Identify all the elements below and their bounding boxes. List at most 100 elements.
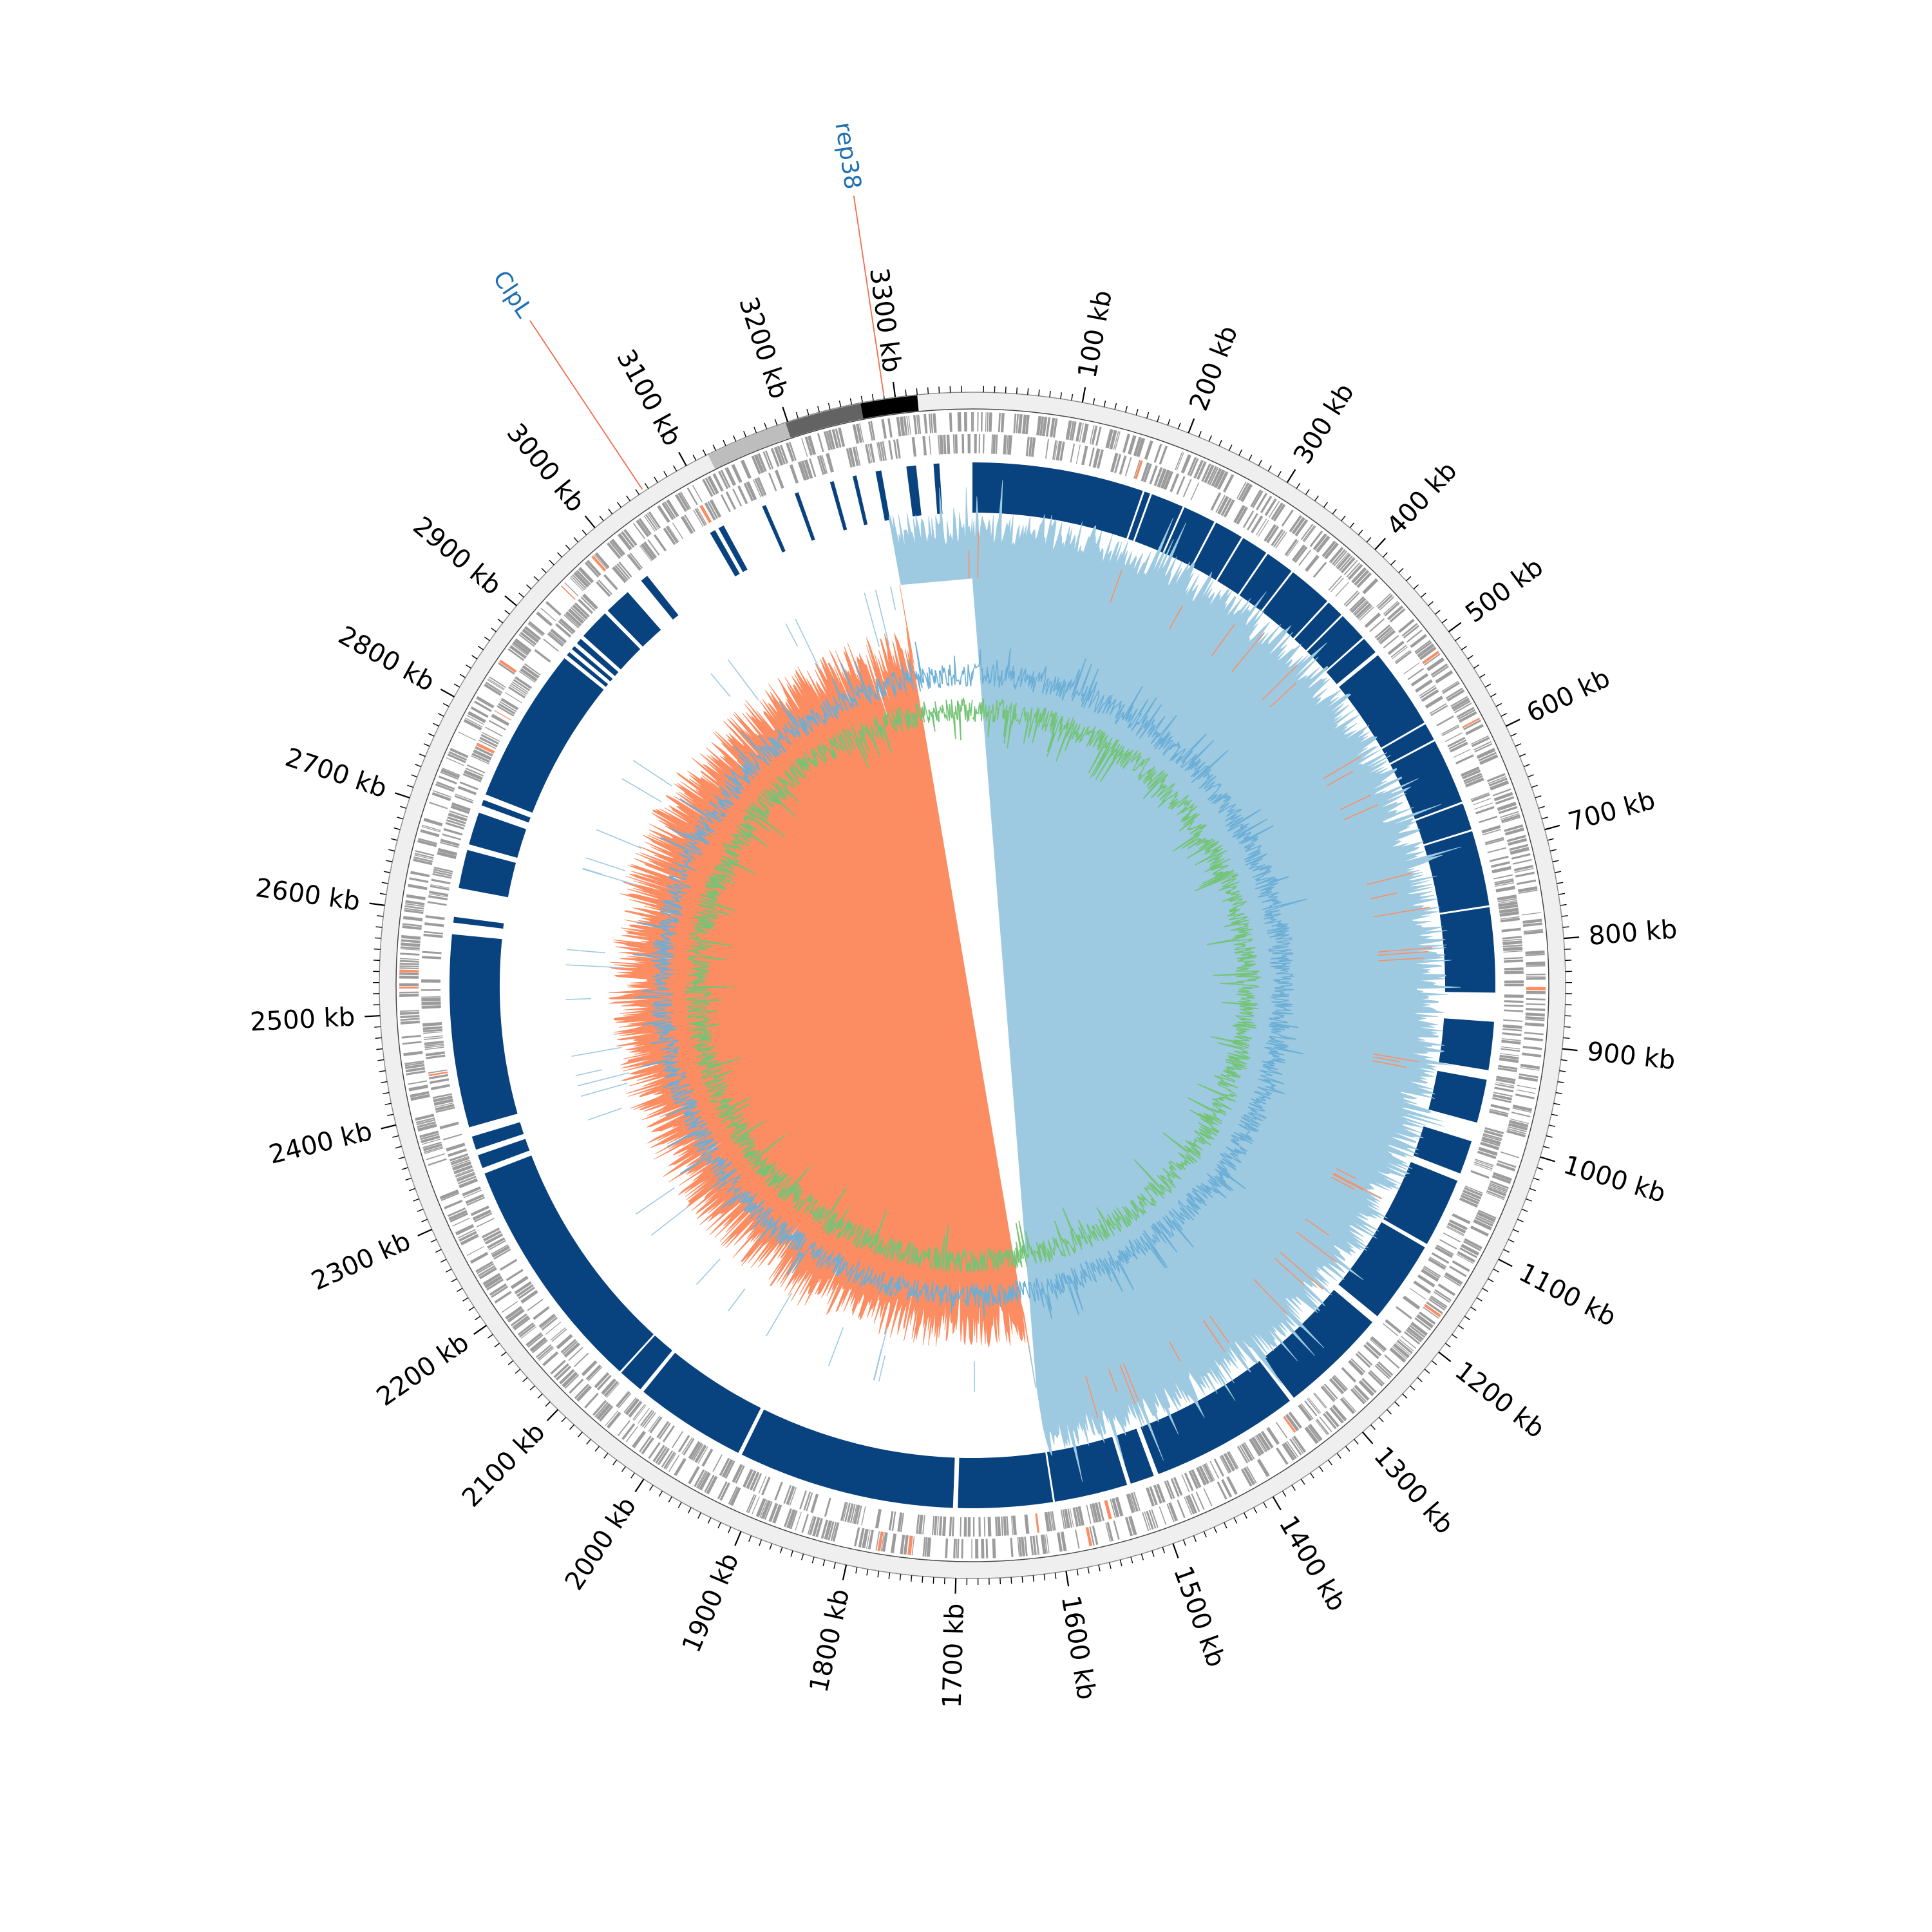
gene-feature [991, 434, 993, 454]
major-tick-2300 [417, 1229, 433, 1236]
gene-feature [580, 596, 596, 611]
minor-tick [1528, 774, 1534, 778]
gc-skew-spike [596, 829, 642, 849]
gene-feature [430, 884, 450, 889]
minor-tick [578, 1432, 583, 1437]
gene-feature [1347, 564, 1363, 580]
gene-feature [588, 1367, 603, 1381]
gene-feature [1426, 1301, 1443, 1314]
gene-feature [1339, 555, 1353, 571]
gene-feature [751, 455, 761, 475]
gene-feature [1333, 551, 1347, 567]
gene-feature [1488, 1186, 1507, 1194]
gene-feature [998, 412, 1001, 433]
gene-feature [1322, 1385, 1336, 1401]
major-tick-2200 [473, 1325, 488, 1335]
minor-tick [1398, 568, 1404, 573]
gene-feature [1453, 700, 1471, 712]
gc-skew-spike [585, 857, 625, 871]
gene-feature [500, 697, 519, 710]
gene-feature [1126, 1493, 1135, 1513]
minor-tick [484, 636, 490, 641]
gene-feature [1136, 437, 1146, 457]
gene-feature [1006, 435, 1009, 455]
minor-tick [1162, 1547, 1166, 1554]
gene-feature [1436, 715, 1454, 726]
gene-feature [1133, 437, 1142, 457]
gc-skew-spike [1378, 957, 1425, 961]
gene-feature [746, 481, 757, 500]
gene-feature [400, 946, 420, 950]
gene-feature [464, 770, 483, 781]
gene-feature [1403, 1295, 1421, 1310]
gene-feature [1298, 549, 1312, 566]
minor-tick [1135, 408, 1139, 415]
minor-tick [849, 398, 853, 405]
gene-feature [939, 435, 944, 455]
gene-feature [823, 431, 831, 451]
blast-hit-block [469, 812, 527, 858]
gene-feature [1495, 1082, 1515, 1086]
major-tick-1200 [1438, 1351, 1452, 1363]
gene-feature [1513, 865, 1533, 871]
gene-feature [1369, 618, 1385, 632]
gene-feature [656, 1421, 670, 1439]
gene-feature [928, 413, 932, 433]
gene-feature [571, 575, 585, 591]
gene-feature [1030, 437, 1036, 457]
gene-feature [1001, 1516, 1004, 1536]
gene-feature [446, 819, 466, 827]
gene-feature [1312, 562, 1327, 578]
gene-feature [422, 956, 442, 960]
gene-feature [1335, 552, 1349, 568]
gene-feature [1188, 1470, 1199, 1490]
minor-tick [811, 1557, 815, 1564]
minor-tick [712, 444, 717, 451]
gene-feature [1281, 509, 1294, 527]
replicon-block-2 [708, 422, 791, 469]
gene-feature [636, 520, 650, 537]
gene-feature [1385, 1319, 1402, 1334]
minor-tick [1515, 743, 1522, 747]
gene-feature [518, 634, 535, 647]
gene-feature [632, 1404, 645, 1420]
replicon-block-3 [786, 403, 864, 438]
minor-tick [617, 502, 622, 508]
gene-feature [1509, 844, 1529, 851]
gene-feature [1062, 1509, 1067, 1529]
gene-feature [497, 705, 515, 717]
minor-ticks [373, 386, 1572, 1585]
gene-feature [757, 453, 767, 472]
gene-feature [1405, 1329, 1422, 1343]
gene-feature [1497, 1067, 1517, 1073]
gene-feature [1503, 951, 1523, 953]
gene-feature [707, 501, 719, 519]
gene-feature [810, 1493, 819, 1513]
gc-skew-spike [873, 1327, 888, 1381]
gene-feature [564, 1342, 580, 1358]
gene-feature [953, 1539, 956, 1558]
gene-feature [936, 1516, 940, 1536]
major-tick-1300 [1361, 1432, 1374, 1444]
gene-feature [779, 444, 789, 464]
gc-skew-spike [1279, 1251, 1323, 1290]
gene-feature [757, 477, 767, 496]
gene-feature [1517, 1084, 1537, 1090]
gene-feature [1489, 1184, 1508, 1193]
gene-feature [1271, 502, 1283, 520]
gene-feature [1506, 835, 1526, 842]
blast-hit-block [972, 462, 1143, 539]
gc-skew-spike [875, 589, 890, 646]
gene-feature [1441, 726, 1460, 737]
gene-feature [1119, 455, 1127, 475]
gene-feature [422, 824, 441, 831]
gc-skew-spike [1119, 1364, 1136, 1405]
gene-feature [899, 416, 905, 436]
tick-label-1500: 1500 kb [1168, 1562, 1231, 1671]
gene-feature [911, 1536, 915, 1556]
gene-feature [446, 757, 464, 766]
blast-hit-block [1381, 724, 1434, 763]
gene-feature [752, 1496, 760, 1515]
gene-feature [512, 641, 530, 655]
